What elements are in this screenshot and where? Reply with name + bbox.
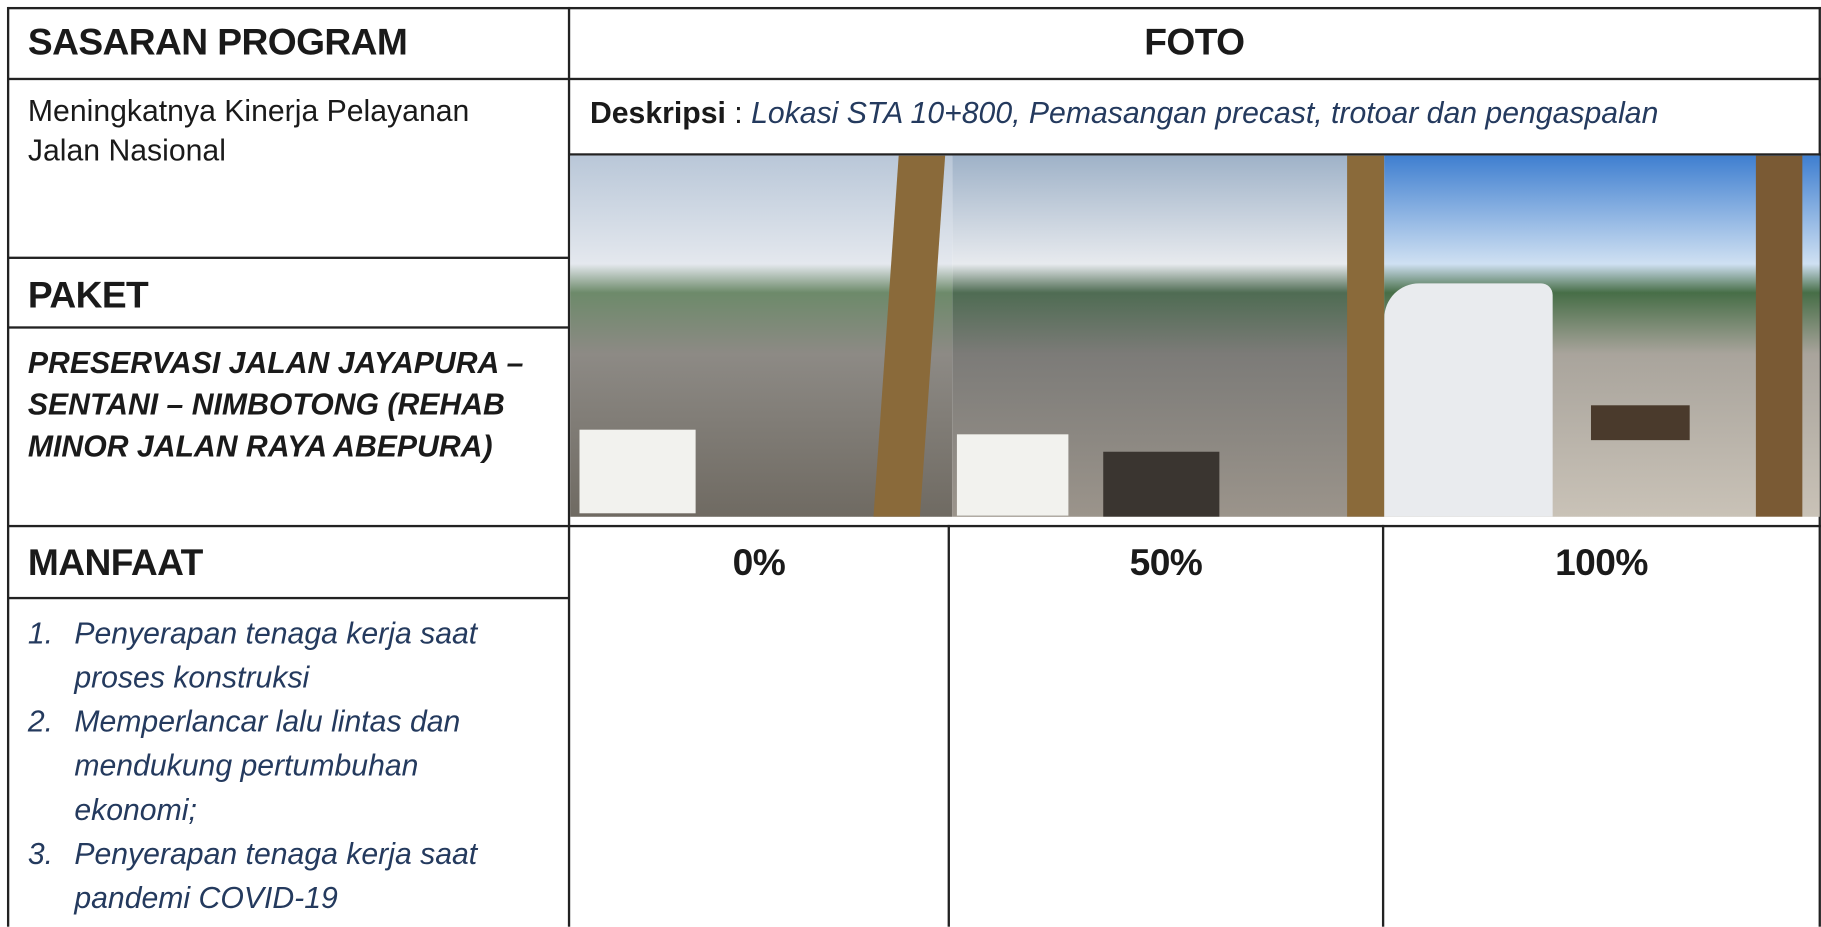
list-item: 2. Memperlancar lalu lintas dan mendukung… [28,699,516,831]
item-text: Penyerapan tenaga kerja saat pandemi COV… [74,836,478,916]
list-item: 3. Penyerapan tenaga kerja saat pandemi C… [28,831,516,919]
border [8,524,1821,528]
progress-label: 100% [1555,541,1648,583]
photo [570,155,953,517]
manfaat-title: MANFAAT [27,541,203,583]
border [8,256,570,259]
progress-label: 50% [1129,541,1203,583]
sign-board [579,429,696,514]
border [1818,6,1821,927]
sign-board [956,434,1069,516]
border [8,326,570,329]
paket-text: PRESERVASI JALAN JAYAPURA – SENTANI – NI… [27,344,524,464]
manfaat-list: 1. Penyerapan tenaga kerja saat proses ko… [28,611,516,920]
description-separator: : [734,95,743,131]
description-label: Deskripsi [589,95,726,131]
border [569,153,1821,156]
item-number: 1. [27,615,54,651]
manhole [1103,451,1220,517]
paket-title: PAKET [27,274,149,316]
border [8,6,1821,10]
item-text: Memperlancar lalu lintas dan mendukung p… [74,703,461,827]
item-number: 3. [27,836,54,871]
border [8,77,1821,81]
border [8,596,570,600]
sasaran-text: Meningkatnya Kinerja Pelayanan Jalan Nas… [27,92,470,168]
photo [952,155,1385,517]
description-text: Lokasi STA 10+800, Pemasangan precast, t… [751,95,1659,131]
header-right: FOTO [1144,20,1245,63]
border [567,6,571,927]
header-left: SASARAN PROGRAM [27,20,408,63]
tree [1755,155,1803,517]
border [947,524,950,927]
border [1381,524,1385,927]
item-text: Penyerapan tenaga kerja saat proses kons… [74,615,478,695]
grate [1590,405,1690,441]
item-number: 2. [27,703,54,739]
list-item: 1. Penyerapan tenaga kerja saat proses ko… [28,611,516,699]
border [6,6,10,927]
car [1384,283,1553,517]
tree [1347,155,1385,517]
description: Deskripsi : Lokasi STA 10+800, Pemasanga… [590,93,1658,132]
photo [1384,155,1820,517]
progress-label: 0% [732,541,786,583]
tree [873,155,946,517]
